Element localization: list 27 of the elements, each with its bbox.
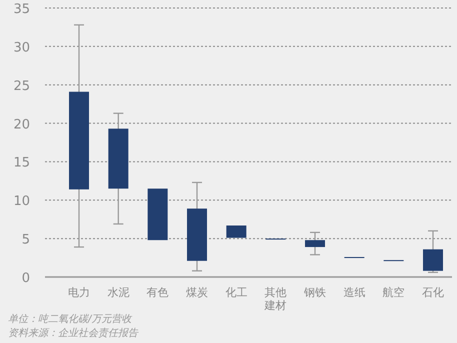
text: 资料来源：企业社会责任报告 (8, 327, 139, 339)
bar (226, 226, 246, 238)
y-tick-label: 20 (13, 117, 30, 132)
x-tick-label: 化工 (225, 286, 248, 299)
y-tick-label: 35 (13, 2, 30, 17)
bar (423, 249, 443, 271)
x-tick-label: 有色 (146, 286, 169, 299)
y-tick-label: 0 (22, 271, 30, 286)
y-tick-label: 10 (13, 194, 30, 210)
x-tick-label: 水泥 (107, 286, 130, 299)
x-tick-label: 钢铁 (303, 286, 326, 299)
x-tick-label: 其他建材 (264, 286, 287, 312)
bar (187, 208, 207, 261)
y-tick-label: 25 (13, 78, 30, 94)
text: 单位：吨二氧化碳/万元营收 (8, 313, 132, 325)
x-tick-label: 电力 (68, 286, 90, 299)
bar (305, 240, 325, 248)
y-tick-label: 5 (22, 232, 30, 248)
bar (69, 92, 89, 190)
y-tick-label: 15 (13, 156, 30, 171)
bar (148, 188, 168, 240)
bar (108, 128, 128, 189)
x-tick-label: 煤炭 (186, 286, 208, 299)
x-tick-label: 造纸 (343, 286, 366, 299)
y-tick-label: 30 (13, 40, 30, 56)
x-tick-label: 航空 (382, 286, 405, 299)
x-tick-label: 石化 (422, 286, 444, 299)
